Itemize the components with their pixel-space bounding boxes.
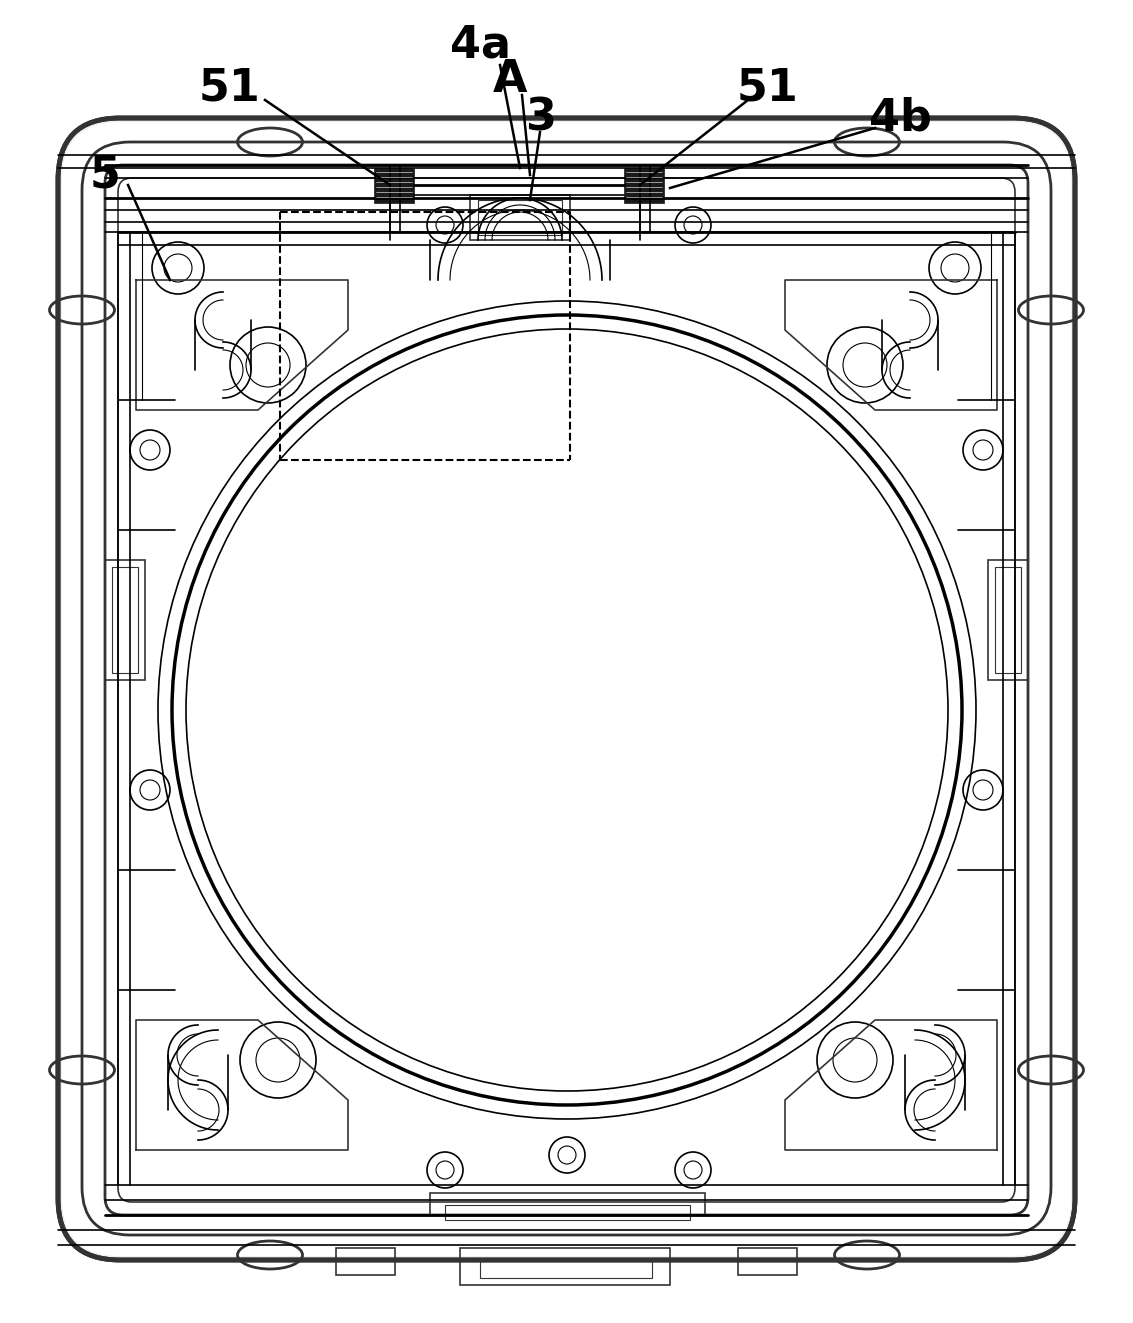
Text: 4a: 4a (450, 24, 511, 66)
FancyBboxPatch shape (62, 122, 1071, 1256)
Bar (624, 168, 664, 202)
Bar (445, 1205, 690, 1220)
Text: 51: 51 (199, 66, 261, 110)
Bar (478, 200, 562, 235)
Text: A: A (493, 58, 527, 102)
Bar (480, 1259, 651, 1278)
Text: 4b: 4b (869, 97, 931, 139)
Bar (112, 568, 138, 673)
Bar (995, 568, 1021, 673)
Bar (431, 1193, 705, 1215)
Bar (738, 1248, 796, 1275)
FancyBboxPatch shape (58, 118, 1075, 1259)
Text: 3: 3 (525, 97, 555, 139)
Bar (988, 560, 1028, 680)
Text: 5: 5 (90, 153, 120, 197)
Bar (374, 168, 414, 202)
Bar (460, 1248, 670, 1285)
Bar (470, 194, 570, 239)
Text: 51: 51 (738, 66, 799, 110)
Bar (337, 1248, 395, 1275)
Bar (105, 560, 145, 680)
